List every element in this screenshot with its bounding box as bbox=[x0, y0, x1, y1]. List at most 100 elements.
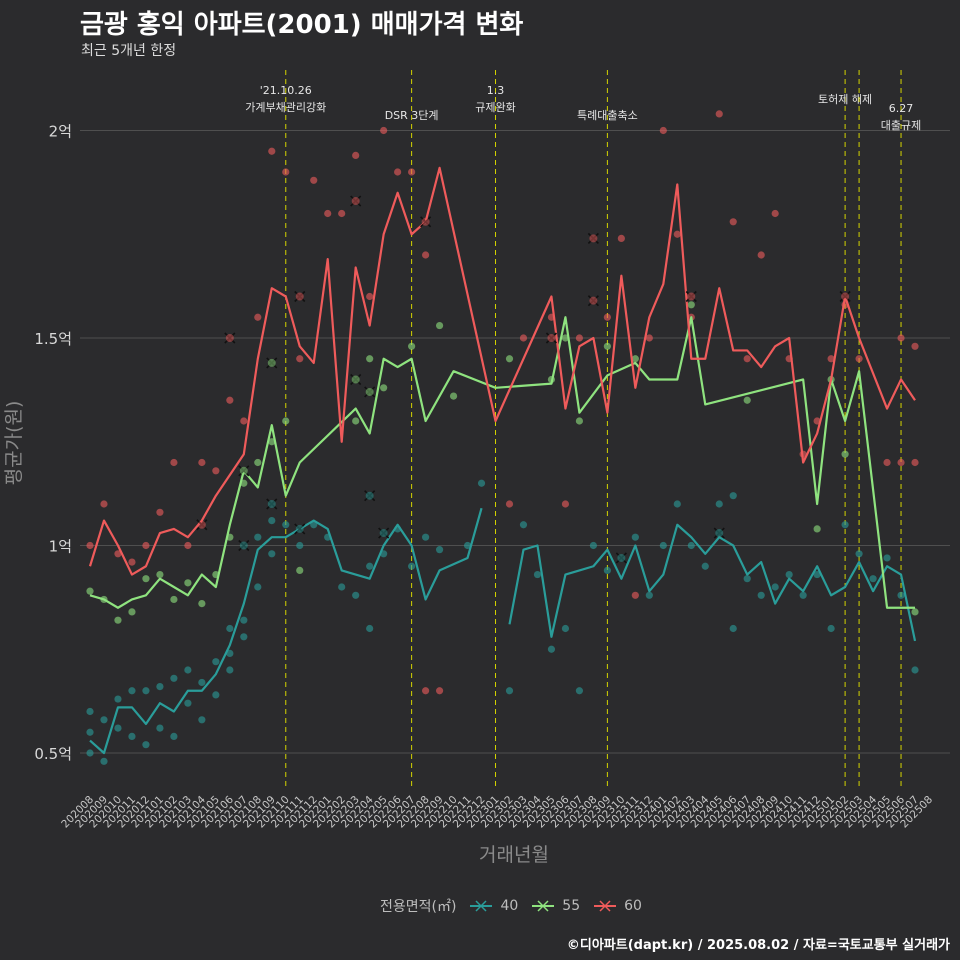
legend-label-40: 40 bbox=[500, 898, 519, 914]
legend-label-60: 60 bbox=[624, 898, 642, 914]
scatter-point-40 bbox=[310, 521, 318, 529]
scatter-point-60 bbox=[408, 168, 416, 176]
x-marker-bg-55 bbox=[365, 387, 374, 396]
scatter-point-60 bbox=[897, 334, 905, 342]
scatter-point-40 bbox=[631, 533, 639, 541]
scatter-point-40 bbox=[268, 550, 276, 558]
scatter-point-55 bbox=[254, 458, 262, 467]
scatter-point-40 bbox=[142, 687, 150, 695]
scatter-point-40 bbox=[785, 570, 793, 579]
x-marker-bg-40 bbox=[715, 529, 724, 538]
x-marker-bg-60 bbox=[197, 520, 206, 529]
scatter-point-60 bbox=[561, 500, 570, 508]
scatter-point-55 bbox=[841, 450, 849, 458]
scatter-point-60 bbox=[743, 355, 751, 363]
scatter-point-60 bbox=[617, 234, 625, 242]
scatter-point-55 bbox=[296, 566, 304, 575]
scatter-point-55 bbox=[575, 417, 584, 425]
x-marker-bg-60 bbox=[547, 334, 556, 342]
x-marker-bg-40 bbox=[617, 553, 626, 562]
scatter-point-40 bbox=[435, 546, 444, 554]
scatter-point-60 bbox=[757, 251, 765, 259]
scatter-point-40 bbox=[827, 624, 835, 633]
scatter-point-40 bbox=[128, 732, 136, 741]
scatter-point-40 bbox=[701, 562, 709, 570]
event-label: '21.10.26 bbox=[260, 84, 312, 97]
x-marker-40 bbox=[378, 527, 390, 539]
scatter-point-40 bbox=[198, 678, 206, 687]
x-marker-bg-60 bbox=[589, 296, 598, 305]
scatter-point-60 bbox=[911, 342, 919, 350]
scatter-point-40 bbox=[533, 570, 542, 579]
event-label: DSR 3단계 bbox=[385, 109, 439, 122]
scatter-point-40 bbox=[338, 583, 346, 591]
scatter-point-40 bbox=[156, 724, 164, 732]
scatter-point-60 bbox=[394, 168, 402, 176]
event-label: 특례대출축소 bbox=[577, 109, 638, 122]
x-marker-40 bbox=[294, 523, 306, 535]
y-tick-label: 1억 bbox=[49, 538, 72, 556]
scatter-point-40 bbox=[114, 724, 122, 732]
scatter-point-40 bbox=[128, 687, 136, 695]
scatter-point-55 bbox=[86, 587, 94, 595]
scatter-point-55 bbox=[114, 616, 122, 624]
scatter-point-60 bbox=[366, 292, 374, 301]
page-subtitle: 최근 5개년 한정 bbox=[81, 43, 177, 59]
x-marker-60 bbox=[685, 290, 697, 303]
scatter-point-55 bbox=[268, 438, 276, 446]
scatter-point-60 bbox=[198, 458, 206, 467]
scatter-point-40 bbox=[156, 683, 164, 691]
series-line-60 bbox=[88, 166, 916, 576]
x-marker-bg-60 bbox=[841, 292, 850, 301]
scatter-point-55 bbox=[156, 570, 164, 579]
scatter-point-40 bbox=[659, 541, 667, 550]
x-marker-bg-55 bbox=[351, 375, 360, 384]
x-marker-55 bbox=[350, 373, 362, 386]
scatter-point-60 bbox=[282, 168, 290, 176]
scatter-point-60 bbox=[631, 591, 639, 599]
scatter-point-60 bbox=[142, 541, 150, 550]
scatter-point-40 bbox=[603, 566, 611, 575]
scatter-point-60 bbox=[324, 209, 332, 218]
scatter-point-55 bbox=[380, 384, 388, 392]
scatter-point-60 bbox=[505, 500, 514, 508]
x-marker-bg-60 bbox=[295, 292, 304, 301]
scatter-point-40 bbox=[869, 575, 877, 583]
scatter-point-40 bbox=[422, 533, 430, 541]
scatter-point-55 bbox=[408, 342, 416, 350]
scatter-point-40 bbox=[212, 691, 220, 699]
x-marker-bg-60 bbox=[421, 217, 430, 226]
scatter-point-55 bbox=[911, 608, 919, 616]
scatter-point-40 bbox=[184, 699, 192, 707]
scatter-point-40 bbox=[366, 624, 374, 633]
x-marker-bg-40 bbox=[365, 491, 374, 500]
scatter-point-40 bbox=[226, 624, 234, 633]
scatter-point-60 bbox=[128, 558, 136, 566]
legend-label-55: 55 bbox=[562, 898, 581, 914]
scatter-point-60 bbox=[715, 110, 723, 118]
source-caption: ©디아파트(dapt.kr) / 2025.08.02 / 자료=국토교통부 실… bbox=[566, 938, 950, 953]
scatter-point-40 bbox=[254, 583, 262, 591]
x-marker-55 bbox=[266, 357, 278, 369]
scatter-point-55 bbox=[687, 301, 695, 309]
scatter-point-40 bbox=[240, 616, 248, 624]
scatter-point-60 bbox=[422, 687, 430, 695]
x-marker-40 bbox=[238, 539, 250, 552]
scatter-point-55 bbox=[352, 417, 360, 425]
scatter-point-40 bbox=[86, 728, 94, 736]
x-marker-60 bbox=[587, 295, 599, 307]
scatter-point-55 bbox=[813, 525, 821, 533]
y-tick-label: 2억 bbox=[49, 123, 72, 141]
scatter-point-40 bbox=[715, 500, 723, 508]
scatter-point-60 bbox=[673, 230, 681, 238]
scatter-point-40 bbox=[100, 757, 108, 765]
x-marker-bg-40 bbox=[379, 529, 388, 538]
x-marker-60 bbox=[350, 195, 362, 207]
scatter-point-40 bbox=[855, 550, 863, 558]
scatter-point-40 bbox=[198, 716, 206, 724]
x-marker-60 bbox=[196, 519, 208, 531]
x-marker-60 bbox=[587, 232, 599, 244]
scatter-point-60 bbox=[575, 334, 584, 342]
scatter-point-60 bbox=[240, 417, 248, 425]
scatter-point-60 bbox=[911, 458, 919, 467]
